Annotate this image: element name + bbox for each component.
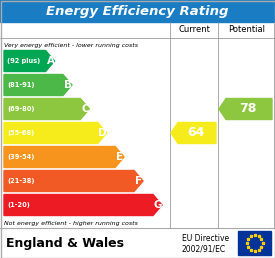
Text: (55-68): (55-68) (7, 130, 34, 136)
Text: (1-20): (1-20) (7, 202, 30, 208)
Text: EU Directive: EU Directive (182, 234, 229, 243)
Text: Current: Current (178, 26, 210, 35)
Text: 2002/91/EC: 2002/91/EC (182, 245, 226, 254)
Text: G: G (154, 200, 162, 210)
Text: (39-54): (39-54) (7, 154, 34, 160)
Bar (0, 0, 275, 22)
Text: A: A (46, 56, 54, 66)
Polygon shape (4, 51, 54, 71)
Text: (21-38): (21-38) (7, 178, 34, 184)
Text: (81-91): (81-91) (7, 82, 34, 88)
Bar (238, 231, 271, 255)
Polygon shape (4, 171, 143, 191)
Text: E: E (117, 152, 123, 162)
Polygon shape (171, 123, 216, 143)
Text: F: F (135, 176, 142, 186)
Text: 64: 64 (187, 126, 204, 140)
Polygon shape (4, 75, 72, 95)
Text: Very energy efficient - lower running costs: Very energy efficient - lower running co… (4, 43, 138, 48)
Polygon shape (4, 147, 124, 167)
Polygon shape (4, 123, 107, 143)
Text: Energy Efficiency Rating: Energy Efficiency Rating (46, 4, 229, 18)
Text: 78: 78 (239, 102, 256, 116)
Text: (69-80): (69-80) (7, 106, 34, 112)
Polygon shape (4, 99, 89, 119)
Text: (92 plus): (92 plus) (7, 58, 40, 64)
Bar (0, 228, 275, 258)
Polygon shape (4, 195, 162, 215)
Text: Potential: Potential (228, 26, 265, 35)
Text: Not energy efficient - higher running costs: Not energy efficient - higher running co… (4, 221, 138, 226)
Text: England & Wales: England & Wales (6, 237, 124, 249)
Text: D: D (98, 128, 107, 138)
Text: C: C (81, 104, 89, 114)
Polygon shape (219, 99, 272, 119)
Text: B: B (64, 80, 72, 90)
